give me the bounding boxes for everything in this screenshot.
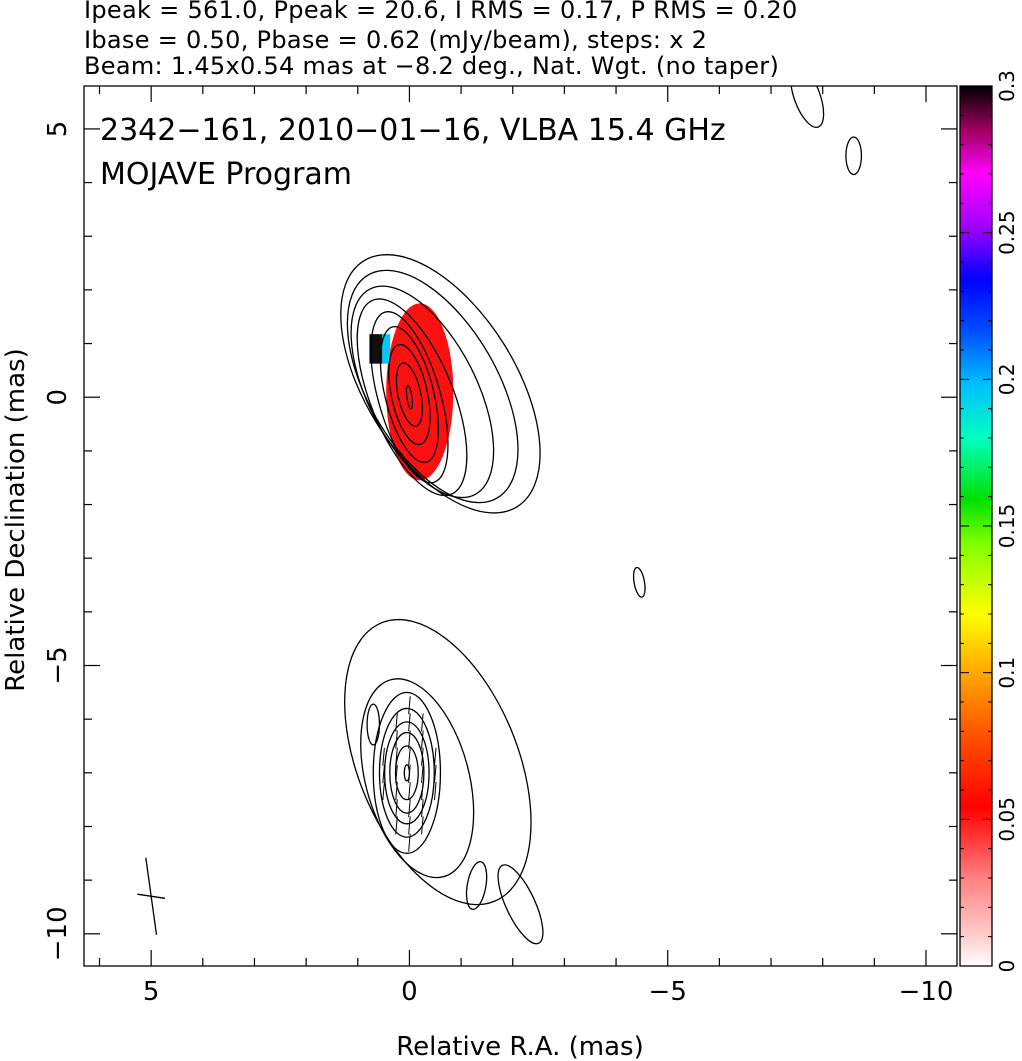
polarization-vector-5 [408,799,411,818]
colorbar-tick-label: 0 [995,960,1019,973]
small-contour-0 [790,86,825,128]
contour-0-0 [405,384,414,410]
polarization-vector-24 [395,730,398,749]
colorbar-tick-label: 0.3 [995,70,1019,102]
polarization-vector-8 [421,782,424,801]
contour-0-7 [346,269,519,504]
polarization-vector-9 [408,782,411,801]
header-line-3: Beam: 1.45x0.54 mas at −8.2 deg., Nat. W… [84,52,780,80]
contour-1-4 [378,707,435,838]
polarization-vector-6 [395,799,398,818]
beam-marker [137,857,166,935]
polarization-vector-16 [382,764,385,783]
header-line-1: Ipeak = 561.0, Ppeak = 20.6, I RMS = 0.1… [84,0,798,24]
polarization-vector-27 [395,713,398,732]
contour-1-3 [383,721,430,825]
contour-1-6 [360,678,475,879]
header-line-2: Ibase = 0.50, Pbase = 0.62 (mJy/beam), s… [84,26,708,54]
x-tick-label: 0 [401,977,418,1007]
colorbar-tick-label: 0.1 [995,657,1019,689]
polarization-vector-10 [395,782,398,801]
polarization-vector-12 [433,764,437,783]
y-tick-label: 0 [43,389,73,406]
contour-1-7 [344,618,532,906]
y-tick-label: 5 [43,121,73,138]
small-contour-2 [632,566,646,598]
polarization-vector-15 [395,764,398,783]
polarization-vector-22 [421,730,424,749]
y-tick-label: −5 [43,646,73,684]
polarization-vector-23 [408,730,411,749]
contour-0-6 [350,285,495,499]
polarization-vector-14 [408,764,411,783]
colorbar-tick-label: 0.15 [995,504,1019,549]
intensity-contours [340,86,863,945]
polarization-vector-13 [421,764,424,783]
source-title: 2342−161, 2010−01−16, VLBA 15.4 GHz [100,113,726,148]
polarization-vector-19 [408,747,411,766]
small-contour-3 [465,861,488,910]
contour-0-3 [379,325,440,464]
contour-0-1 [395,362,424,427]
polarization-vector-25 [421,713,424,732]
polarization-vector-1 [421,816,424,835]
polarization-image [369,303,454,481]
polarization-vector-0 [408,833,411,852]
small-contour-5 [366,703,381,746]
x-tick-label: −5 [649,977,687,1007]
polarization-peak-patch [369,334,383,364]
beam-minor-axis [137,893,166,899]
contour-1-1 [394,745,419,801]
small-contour-1 [845,136,863,176]
contour-0-2 [388,343,431,446]
x-tick-label: 5 [143,977,160,1007]
y-axis-label: Relative Declination (mas) [1,348,31,691]
polarization-vector-4 [421,799,424,818]
polarization-vector-18 [421,747,424,766]
small-contour-4 [497,864,544,945]
polarization-edge-patch [382,334,391,364]
polarization-vector-11 [382,782,385,801]
colorbar-tick-label: 0.2 [995,363,1019,395]
contour-0-8 [340,254,541,514]
plot-frame [83,85,958,967]
colorbar-tick-label: 0.25 [995,210,1019,255]
colorbar-tick-label: 0.05 [995,797,1019,842]
polarization-vector-28 [408,696,411,715]
polarization-emission [386,303,454,481]
polarization-vector-2 [408,816,411,835]
polarization-vector-20 [395,747,398,766]
contour-1-2 [389,731,425,814]
x-axis-label: Relative R.A. (mas) [396,1032,643,1061]
program-label: MOJAVE Program [100,157,352,192]
contour-1-5 [372,691,442,854]
polarization-vectors [382,696,437,852]
y-tick-label: −10 [43,906,73,961]
polarization-vector-26 [408,713,411,732]
colorbar-ticks: 0 0.05 0.1 0.15 0.2 0.25 0.3 [960,70,1019,972]
x-tick-label: −10 [899,977,954,1007]
polarization-vector-3 [395,816,398,835]
axis-ticks: 5 0 −5 −10 5 0 −5 −10 [43,86,957,1007]
polarization-vector-7 [433,782,437,801]
polarization-vector-17 [433,747,437,766]
polarization-vector-21 [382,747,385,766]
contour-0-4 [370,311,449,484]
